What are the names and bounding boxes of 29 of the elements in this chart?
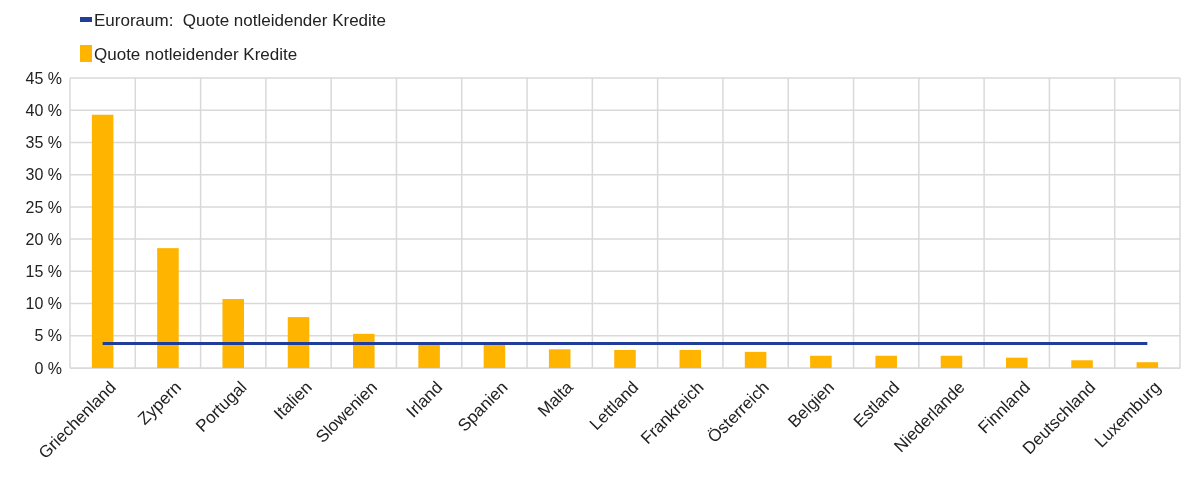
bar <box>548 349 571 368</box>
bar <box>91 114 114 368</box>
y-tick-label: 30 % <box>25 166 62 184</box>
y-tick-label: 10 % <box>25 295 62 313</box>
bar <box>418 344 440 368</box>
bar <box>1005 357 1028 368</box>
bar <box>287 317 310 368</box>
bar <box>1136 362 1159 368</box>
bar <box>875 355 897 368</box>
bar <box>1071 360 1093 368</box>
y-tick-label: 40 % <box>25 101 62 119</box>
bar <box>483 344 506 368</box>
y-tick-label: 5 % <box>34 327 62 345</box>
legend-label: Quote notleidender Kredite <box>94 44 298 64</box>
y-tick-label: 20 % <box>25 230 62 248</box>
bar <box>614 349 636 368</box>
bar <box>940 355 963 368</box>
bar <box>157 248 179 368</box>
bar <box>353 333 375 368</box>
y-tick-label: 15 % <box>25 262 62 280</box>
bar <box>222 299 245 368</box>
bar <box>679 349 702 368</box>
y-tick-label: 0 % <box>34 359 62 377</box>
y-tick-label: 45 % <box>25 69 62 87</box>
bar <box>810 355 832 368</box>
legend-label: Euroraum: Quote notleidender Kredite <box>94 10 387 30</box>
y-tick-label: 35 % <box>25 134 62 152</box>
y-tick-label: 25 % <box>25 198 62 216</box>
bar <box>744 351 767 368</box>
